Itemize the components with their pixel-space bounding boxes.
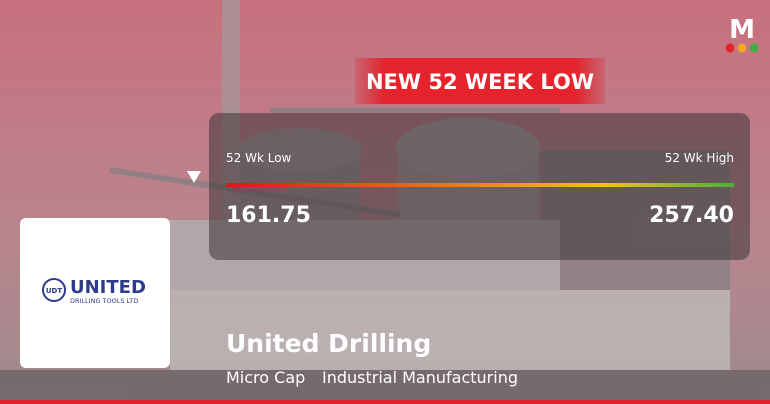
bottom-stripe <box>0 400 770 404</box>
range-bar <box>226 183 734 187</box>
company-tag: Industrial Manufacturing <box>322 368 518 387</box>
company-logo-box <box>20 218 170 368</box>
logo-emblem-text: UDT <box>46 287 62 295</box>
company-name: United Drilling <box>226 329 431 358</box>
high-label: 52 Wk High <box>665 151 734 165</box>
price-marker <box>187 171 201 183</box>
company-tag: Micro Cap <box>226 368 305 387</box>
logo-subtitle: DRILLING TOOLS LTD <box>70 297 138 305</box>
brand-dot <box>749 43 759 53</box>
badge-text: NEW 52 WEEK LOW <box>366 70 594 94</box>
low-value: 161.75 <box>226 203 311 228</box>
logo-emblem <box>42 278 66 302</box>
brand-dot <box>725 43 735 53</box>
brand-logo: M <box>729 15 755 45</box>
high-value: 257.40 <box>649 203 734 228</box>
low-label: 52 Wk Low <box>226 151 292 165</box>
brand-dot <box>737 43 747 53</box>
logo-name: UNITED <box>70 277 146 298</box>
badge-bg <box>355 58 605 104</box>
